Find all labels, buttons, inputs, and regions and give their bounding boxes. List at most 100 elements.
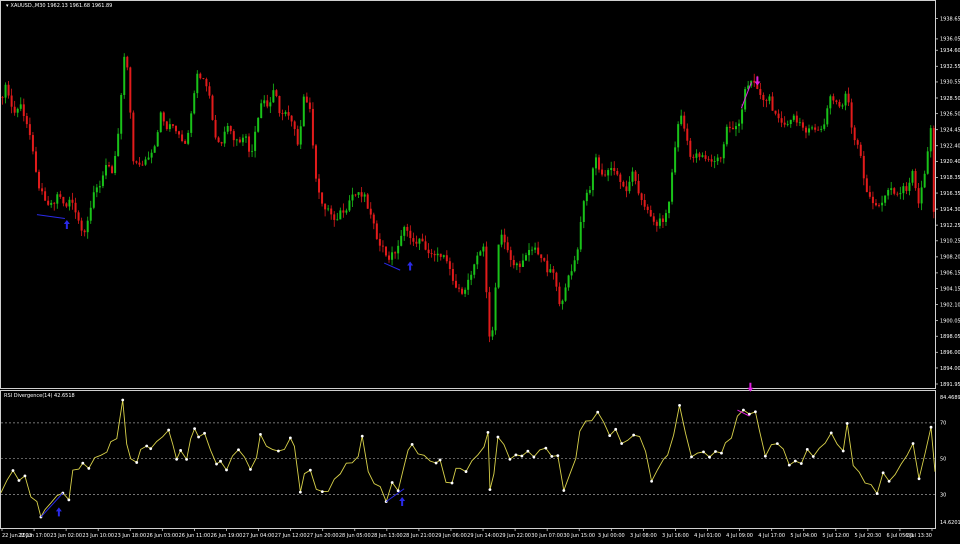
rsi-point bbox=[562, 489, 566, 492]
rsi-bull-divergence-line bbox=[40, 492, 64, 518]
price-candle-body bbox=[878, 205, 881, 207]
price-candle-body bbox=[467, 279, 470, 290]
price-candle-body bbox=[4, 84, 7, 98]
price-candle-body bbox=[336, 219, 339, 221]
price-candle-body bbox=[232, 131, 235, 141]
x-tick-label: 26 Jun 11:00 bbox=[179, 533, 211, 539]
price-candle-body bbox=[71, 199, 74, 203]
price-candle-body bbox=[442, 255, 445, 257]
price-candle-body bbox=[491, 330, 494, 337]
price-y-tick-label: 1906.15 bbox=[940, 271, 960, 277]
price-candle-body bbox=[299, 126, 302, 145]
price-candle-body bbox=[181, 134, 184, 142]
price-candle-body bbox=[847, 93, 850, 103]
price-candle-body bbox=[814, 127, 817, 130]
price-candle-body bbox=[357, 192, 360, 195]
price-candle-body bbox=[823, 124, 826, 129]
price-candle-body bbox=[619, 174, 622, 182]
rsi-point bbox=[259, 432, 262, 436]
price-candle-body bbox=[409, 230, 412, 239]
price-y-tick-label: 1891.95 bbox=[940, 382, 960, 388]
price-y-tick-label: 1908.20 bbox=[940, 255, 960, 261]
price-candle-body bbox=[604, 174, 607, 176]
rsi-point bbox=[197, 435, 200, 439]
price-candle-body bbox=[445, 255, 448, 262]
rsi-point bbox=[396, 489, 400, 493]
price-candle-body bbox=[278, 96, 281, 114]
price-candle-body bbox=[400, 235, 403, 246]
price-candle-body bbox=[884, 195, 887, 203]
rsi-point bbox=[11, 469, 15, 472]
price-candle-body bbox=[485, 246, 488, 293]
price-candle-body bbox=[811, 127, 814, 129]
x-tick-label: 27 Jun 20:00 bbox=[307, 533, 339, 539]
rsi-point bbox=[526, 449, 530, 453]
price-candle-body bbox=[932, 128, 935, 212]
price-candle-body bbox=[817, 129, 820, 131]
rsi-point bbox=[596, 410, 600, 414]
rsi-point bbox=[488, 488, 492, 492]
price-y-tick-label: 1918.35 bbox=[940, 175, 960, 181]
rsi-point bbox=[193, 427, 196, 431]
dropdown-triangle-icon[interactable]: ▾ bbox=[6, 3, 9, 9]
rsi-point bbox=[298, 490, 302, 494]
price-candle-body bbox=[874, 203, 877, 206]
rsi-point bbox=[805, 447, 809, 451]
rsi-point bbox=[763, 454, 767, 458]
price-candle-body bbox=[348, 200, 351, 211]
price-candle-body bbox=[293, 121, 296, 130]
price-candle-body bbox=[923, 173, 926, 188]
price-candle-body bbox=[202, 78, 205, 79]
price-candle-body bbox=[476, 255, 479, 265]
price-candle-body bbox=[354, 194, 357, 196]
price-candle-body bbox=[853, 127, 856, 141]
price-candle-body bbox=[153, 146, 156, 153]
rsi-point bbox=[308, 468, 312, 472]
rsi-point bbox=[714, 450, 717, 453]
price-frame bbox=[0, 0, 936, 389]
price-candle-body bbox=[324, 203, 327, 210]
price-candle-body bbox=[747, 85, 750, 90]
price-candle-body bbox=[13, 106, 16, 113]
price-divergence-markers bbox=[36, 76, 761, 271]
price-candle-body bbox=[41, 188, 44, 192]
rsi-point bbox=[775, 442, 779, 446]
price-y-tick-label: 1922.40 bbox=[940, 144, 960, 150]
price-candle-body bbox=[829, 96, 832, 109]
price-candle-body bbox=[564, 287, 567, 301]
rsi-point bbox=[875, 492, 879, 495]
price-y-tick-label: 1928.50 bbox=[940, 96, 960, 102]
price-candle-body bbox=[150, 152, 153, 158]
price-candle-body bbox=[339, 210, 342, 220]
price-bear-divergence-line bbox=[740, 82, 752, 109]
price-candle-body bbox=[497, 244, 500, 288]
price-candle-body bbox=[588, 190, 591, 193]
price-candle-body bbox=[680, 115, 683, 125]
symbol-line: XAUUSD.,M30 1962.13 1961.68 1961.89 bbox=[10, 3, 113, 9]
price-candle-body bbox=[713, 161, 716, 162]
rsi-point bbox=[145, 444, 149, 448]
rsi-y-axis: 84.4689 70 50 30 14.6201 bbox=[940, 395, 960, 526]
price-candle-body bbox=[10, 95, 13, 107]
price-candle-body bbox=[579, 222, 582, 250]
price-candle-body bbox=[281, 113, 284, 114]
price-candle-body bbox=[220, 142, 223, 144]
price-candle-body bbox=[698, 153, 701, 157]
price-candle-body bbox=[582, 201, 585, 223]
price-candle-body bbox=[454, 280, 457, 288]
price-candle-body bbox=[25, 116, 28, 125]
price-candle-body bbox=[83, 230, 86, 233]
price-y-tick-label: 1894.00 bbox=[940, 366, 960, 372]
price-candle-body bbox=[789, 119, 792, 125]
price-candle-body bbox=[92, 192, 95, 208]
price-candle-body bbox=[756, 82, 759, 89]
price-candle-body bbox=[406, 226, 409, 231]
price-candle-body bbox=[123, 56, 126, 95]
rsi-point bbox=[708, 455, 711, 459]
rsi-point bbox=[175, 457, 179, 461]
price-candle-body bbox=[518, 263, 521, 267]
price-divergence-arrow-icon-shape bbox=[63, 220, 70, 230]
price-candle-body bbox=[777, 113, 780, 119]
price-candle-body bbox=[205, 78, 208, 87]
x-tick-label: 5 Jul 04:00 bbox=[790, 533, 817, 539]
